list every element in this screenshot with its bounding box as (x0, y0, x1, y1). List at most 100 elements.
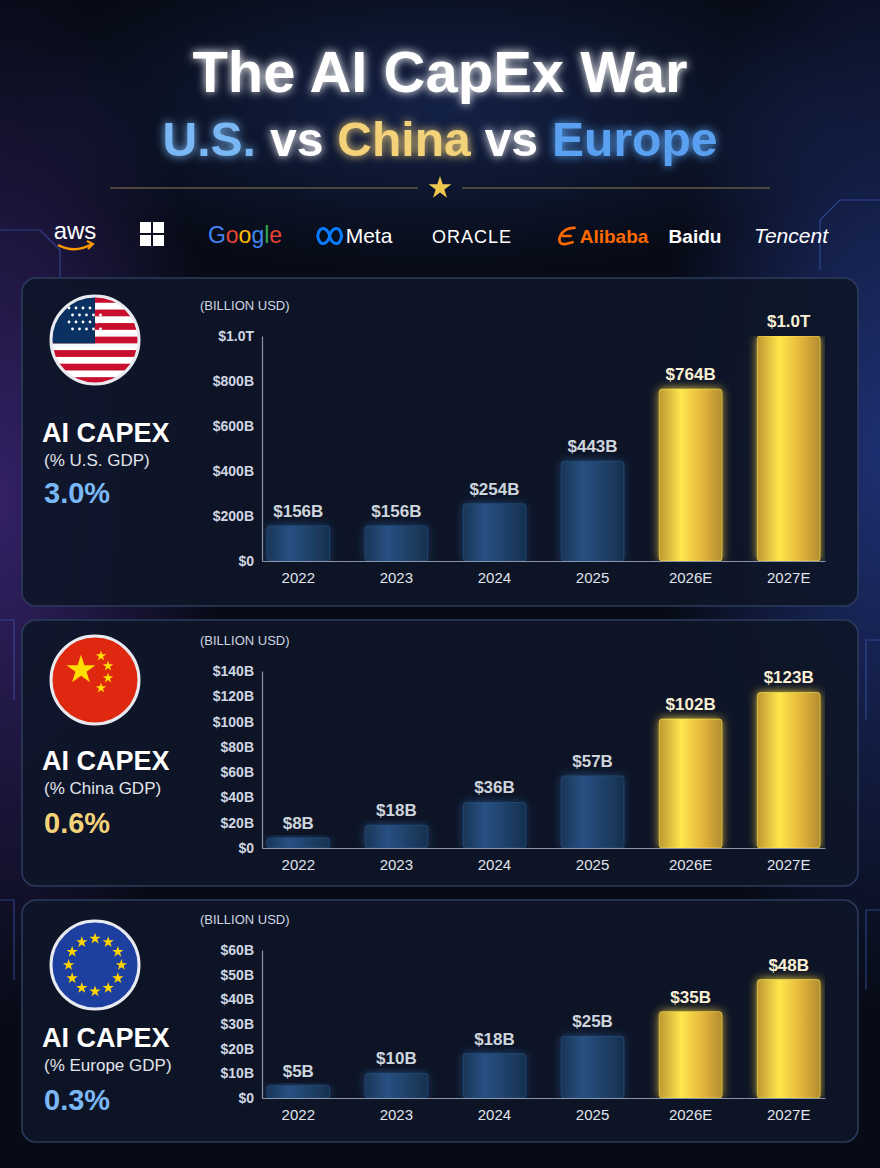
flag-star (92, 314, 95, 317)
flag-stripe (51, 357, 139, 364)
logo-icon (140, 222, 151, 233)
bar (267, 526, 330, 561)
tick: 2023 (380, 1098, 413, 1123)
flag-star (92, 328, 95, 331)
divider-star (429, 176, 452, 198)
data-label: $156B (371, 502, 421, 521)
y-axis: $0$10B$20B$30B$40B$50B$60B (221, 942, 263, 1106)
flag-star (66, 946, 77, 957)
data-label: $35B (670, 988, 711, 1007)
tick-label: 2026E (669, 569, 712, 586)
tick-label: 2024 (478, 856, 511, 873)
tick-label: 2027E (767, 856, 810, 873)
tick: $40B (221, 991, 262, 1007)
logo-icon (58, 244, 92, 249)
tick: $20B (221, 1041, 262, 1057)
flag-star (99, 328, 102, 331)
tick: $0 (238, 553, 262, 569)
y-axis-title: (BILLION USD) (200, 298, 290, 313)
bars (267, 692, 820, 848)
panel: AI CAPEX(% Europe GDP)0.3%(BILLION USD)$… (22, 900, 858, 1142)
data-label: $123B (764, 668, 814, 687)
tick-label: $140B (213, 663, 254, 679)
flag-star (103, 936, 114, 947)
flag-star (103, 982, 114, 993)
logos: awsGoogleMetaORACLEAlibabaBaiduTencent (54, 217, 829, 249)
bar (365, 1073, 428, 1098)
tick-label: 2024 (478, 569, 511, 586)
tick-label: $0 (238, 840, 254, 856)
tick: 2025 (576, 1098, 609, 1123)
tick-label: $400B (213, 463, 254, 479)
flag-star (82, 307, 85, 310)
tick: $600B (213, 418, 262, 434)
tick: $120B (213, 688, 262, 704)
tick-label: 2026E (669, 1106, 712, 1123)
flag (51, 296, 139, 385)
tick-label: $0 (238, 553, 254, 569)
tick: 2024 (478, 1098, 511, 1123)
tick: $800B (213, 373, 262, 389)
tick-label: 2022 (282, 1106, 315, 1123)
tick: $50B (221, 967, 262, 983)
divider (110, 187, 418, 188)
flag-star (89, 307, 92, 310)
logo: Alibaba (580, 226, 649, 247)
tick-label: $1.0T (218, 328, 254, 344)
data-label: $10B (376, 1049, 417, 1068)
flag (51, 636, 139, 724)
logo: Meta (346, 224, 393, 247)
tick-label: 2024 (478, 1106, 511, 1123)
bar (267, 1086, 330, 1098)
flag-stripe (51, 343, 139, 350)
logo-icon (87, 241, 93, 249)
logo: Tencent (754, 224, 829, 247)
circuit-line (866, 910, 880, 990)
flag (51, 921, 139, 1009)
logo: Google (208, 222, 282, 248)
data-labels: $5B$10B$18B$25B$35B$48B (283, 956, 809, 1081)
axis-line (262, 337, 263, 562)
tick: $30B (221, 1016, 262, 1032)
panel-frame (22, 620, 858, 886)
tick: 2023 (380, 561, 413, 586)
bar (757, 336, 820, 561)
tick: $1.0T (218, 328, 262, 344)
subtitle-part: U.S. (163, 113, 256, 166)
logo: ORACLE (432, 227, 512, 247)
tick: $40B (221, 789, 262, 805)
flag-stripe (51, 350, 139, 357)
flag-star (103, 672, 113, 682)
flag-star (99, 314, 102, 317)
tick: $0 (238, 1090, 262, 1106)
flag-star (75, 307, 78, 310)
gdp-share: 0.6% (44, 807, 110, 839)
tick: $400B (213, 463, 262, 479)
tick: 2025 (576, 848, 609, 873)
logo-letter: o (239, 222, 252, 248)
data-label: $1.0T (767, 312, 811, 331)
tick-label: $60B (221, 764, 254, 780)
tick: 2026E (669, 561, 712, 586)
tick-label: 2027E (767, 1106, 810, 1123)
subtitle-part: vs (485, 113, 538, 166)
flag-star (76, 936, 87, 947)
x-axis: 20222023202420252026E2027E (263, 848, 826, 873)
flag-star (71, 328, 74, 331)
tick: $200B (213, 508, 262, 524)
title: The AI CapEx War (192, 39, 687, 104)
flag-star (89, 985, 100, 996)
axis-line (262, 672, 263, 849)
tick: 2024 (478, 848, 511, 873)
y-axis-title: (BILLION USD) (200, 912, 290, 927)
axis-line (263, 561, 826, 562)
tick: 2023 (380, 848, 413, 873)
y-axis: $0 $200B $400B $600B $800B $1.0T (213, 328, 263, 569)
decoration (0, 200, 880, 990)
canvas: The AI CapEx WarU.S.vsChinavsEuropeawsGo… (0, 0, 880, 1168)
tick-label: $80B (221, 739, 254, 755)
flag-star (76, 982, 87, 993)
bar (561, 461, 624, 561)
flag-star (96, 321, 99, 324)
flag-star (96, 307, 99, 310)
